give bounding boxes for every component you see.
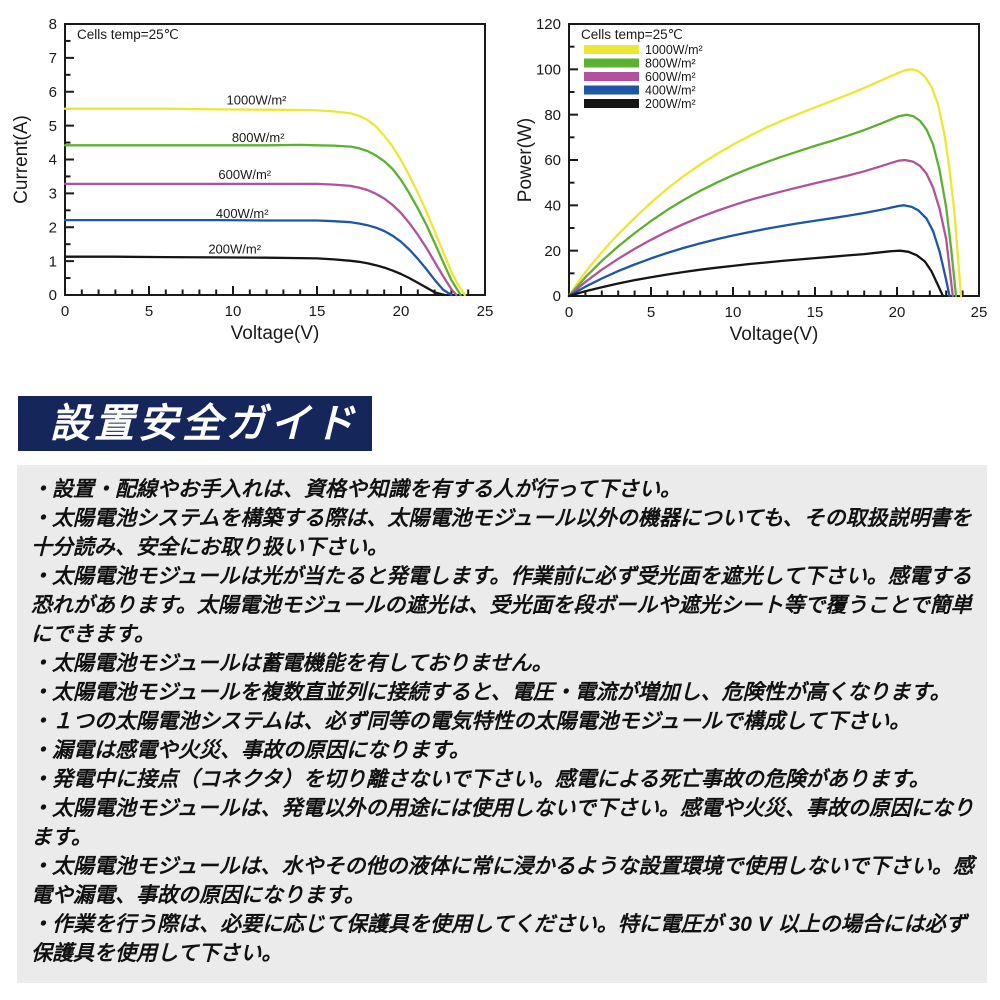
x-tick-label: 25 [477, 303, 494, 320]
x-tick-label: 10 [725, 304, 742, 321]
curve-600W/m² [63, 182, 458, 297]
y-axis-title: Current(A) [11, 115, 32, 204]
legend-swatch [584, 58, 639, 68]
safety-item: ・設置・配線やお手入れは、資格や知識を有する人が行って下さい。 [31, 478, 681, 501]
x-tick-label: 5 [647, 304, 655, 321]
legend-label: 600W/m² [645, 70, 696, 84]
x-tick-label: 20 [889, 304, 906, 321]
x-axis-title: Voltage(V) [231, 323, 320, 344]
curve-200W/m² [567, 249, 945, 298]
safety-item: ・太陽電池システムを構築する際は、太陽電池モジュール以外の機器についても、その取… [31, 507, 972, 559]
curve-1000W/m² [63, 107, 466, 297]
x-tick-label: 20 [393, 303, 410, 320]
x-tick-label: 0 [61, 303, 69, 320]
y-axis-title: Power(W) [515, 118, 536, 202]
y-tick-label: 120 [536, 16, 561, 33]
safety-guide-panel: ・設置・配線やお手入れは、資格や知識を有する人が行って下さい。・太陽電池システム… [17, 465, 987, 983]
y-tick-label: 8 [49, 16, 57, 33]
curve-label: 400W/m² [216, 206, 269, 221]
curve-200W/m² [63, 255, 446, 297]
legend-label: 200W/m² [645, 97, 696, 111]
y-tick-label: 0 [553, 288, 561, 305]
solar-characteristic-charts: 0 5 10 15 20 25 0 1 2 3 4 5 6 7 8 Voltage(V) Current(A) C… [11, 16, 987, 345]
pv-chart: 0 5 10 15 20 25 0 20 40 60 80 100 120 Voltage(V) Power… [515, 16, 987, 345]
safety-item: ・１つの太陽電池システムは、必ず同等の電気特性の太陽電池モジュールで構成して下さ… [31, 710, 911, 733]
y-tick-label: 3 [49, 186, 57, 203]
curve-1000W/m² [567, 68, 963, 298]
y-tick-label: 0 [49, 287, 57, 304]
curve-label: 800W/m² [232, 130, 285, 145]
y-tick-label: 40 [544, 198, 561, 215]
y-tick-label: 7 [49, 50, 57, 67]
legend-swatch [584, 45, 639, 54]
x-axis-title: Voltage(V) [730, 324, 819, 345]
safety-item: ・発電中に接点（コネクタ）を切り離さないで下さい。感電による死亡事故の危険があり… [31, 768, 930, 791]
safety-item: ・作業を行う際は、必要に応じて保護具を使用してください。特に電圧が 30 V 以… [31, 913, 967, 965]
curve-400W/m² [567, 204, 951, 298]
y-tick-label: 60 [544, 152, 561, 169]
safety-item: ・太陽電池モジュールを複数直並列に接続すると、電圧・電流が増加し、危険性が高くな… [31, 681, 951, 704]
curve-600W/m² [567, 158, 954, 298]
safety-item: ・太陽電池モジュールは蓄電機能を有しておりません。 [31, 652, 553, 675]
legend-label: 800W/m² [645, 57, 696, 71]
legend-swatch [584, 72, 639, 81]
x-tick-label: 25 [971, 304, 988, 321]
curve-400W/m² [63, 218, 453, 297]
legend-label: 400W/m² [645, 84, 696, 98]
y-tick-label: 6 [49, 84, 57, 101]
y-tick-label: 4 [49, 152, 57, 169]
y-tick-label: 5 [49, 118, 57, 135]
y-tick-label: 100 [536, 62, 561, 79]
x-tick-label: 15 [309, 303, 326, 320]
x-tick-label: 5 [145, 303, 153, 320]
iv-chart: 0 5 10 15 20 25 0 1 2 3 4 5 6 7 8 Voltage(V) Current(A) C… [11, 16, 493, 344]
legend-swatch [584, 85, 639, 95]
safety-item: ・漏電は感電や火災、事故の原因になります。 [31, 739, 470, 762]
curve-label: 600W/m² [218, 167, 271, 182]
y-tick-label: 2 [49, 219, 57, 236]
curve-800W/m² [567, 113, 958, 298]
x-tick-label: 0 [565, 304, 573, 321]
safety-item: ・太陽電池モジュールは、水やその他の液体に常に浸かるような設置環境で使用しないで… [31, 855, 974, 907]
legend-swatch [584, 99, 639, 108]
curve-label: 1000W/m² [227, 93, 288, 108]
section-banner-title: 設置安全ガイド [50, 401, 358, 446]
x-tick-label: 15 [807, 304, 824, 321]
curve-label: 200W/m² [208, 241, 261, 256]
curve-800W/m² [63, 143, 462, 297]
y-tick-label: 1 [49, 253, 57, 270]
y-tick-label: 20 [544, 243, 561, 260]
legend-label: 1000W/m² [645, 43, 703, 57]
y-tick-label: 80 [544, 107, 561, 124]
plot-frame [64, 23, 486, 296]
x-tick-label: 10 [225, 303, 242, 320]
cells-temp-annotation: Cells temp=25℃ [77, 27, 179, 42]
cells-temp-annotation: Cells temp=25℃ [581, 27, 683, 42]
safety-item: ・太陽電池モジュールは光が当たると発電します。作業前に必ず受光面を遮光して下さい… [31, 565, 972, 646]
section-banner: 設置安全ガイド [18, 396, 372, 451]
safety-item: ・太陽電池モジュールは、発電以外の用途には使用しないで下さい。感電や火災、事故の… [31, 797, 974, 849]
